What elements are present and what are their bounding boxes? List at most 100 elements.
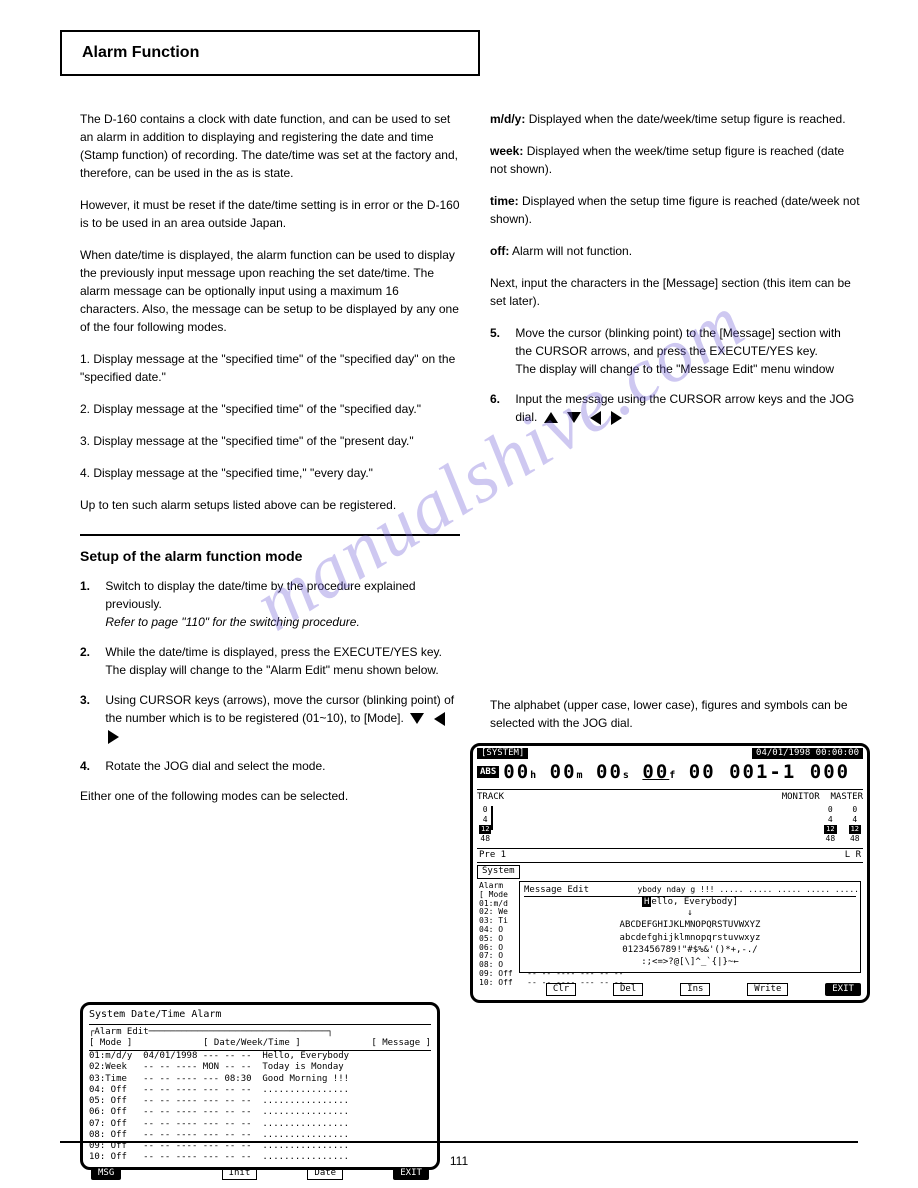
meter-0: 0	[852, 805, 857, 815]
meter-4: 4	[483, 815, 488, 825]
mode-key: time:	[490, 194, 519, 208]
edit-hint: The alphabet (upper case, lower case), f…	[490, 696, 860, 732]
page: manualshive.com Alarm Function The D-160…	[0, 0, 918, 1188]
step-hint: Refer to page "110" for the switching pr…	[105, 615, 359, 629]
alarm-mini-right: ybody nday g !!! ..... ..... ..... .....…	[637, 886, 859, 895]
lcd-system-softkeys: Clr Del Ins Write EXIT	[479, 983, 861, 996]
cursor-right-icon	[611, 411, 622, 425]
step-number: 2.	[80, 643, 102, 661]
step-body: While the date/time is displayed, press …	[105, 643, 459, 679]
track-labels: TRACK MONITOR MASTER	[477, 790, 863, 803]
step-body: Input the message using the CURSOR arrow…	[515, 390, 859, 426]
col-message: [ Message ]	[371, 1038, 431, 1049]
time-h: 00	[503, 761, 530, 783]
lcd-system-screenshot: [SYSTEM] 04/01/1998 00:00:00 ABS00h 00m …	[470, 743, 870, 1003]
meter-4: 4	[852, 815, 857, 825]
lcd-softkey-row: MSG Init Date EXIT	[89, 1167, 431, 1180]
softkey-del[interactable]: Del	[613, 983, 643, 996]
mode-val: Alarm will not function.	[512, 244, 632, 258]
meter-48: 48	[480, 834, 490, 844]
after-modes: Next, input the characters in the [Messa…	[490, 274, 860, 310]
lcd-alarm-header: System Date/Time Alarm	[89, 1009, 431, 1022]
level-meters: 0 4 12 48 0 4 12 48 0 4 12 48	[477, 803, 863, 848]
intro-paragraph: When date/time is displayed, the alarm f…	[80, 246, 460, 336]
track-label: TRACK	[477, 792, 504, 803]
softkey-exit[interactable]: EXIT	[393, 1167, 429, 1180]
meter-48: 48	[850, 834, 860, 844]
mode-desc: time: Displayed when the setup time figu…	[490, 192, 860, 228]
softkey-msg[interactable]: MSG	[91, 1167, 121, 1180]
softkey-write[interactable]: Write	[747, 983, 788, 996]
section-divider	[80, 534, 460, 536]
pre-row: Pre 1 L R	[477, 848, 863, 863]
mode-desc: week: Displayed when the week/time setup…	[490, 142, 860, 178]
step-number: 6.	[490, 390, 512, 408]
step-note: The display will change to the "Alarm Ed…	[105, 663, 438, 677]
softkey-blank	[479, 983, 509, 996]
meter-0: 0	[483, 805, 488, 815]
meter-12: 12	[849, 825, 861, 834]
lr-label: L R	[845, 850, 861, 861]
mode-key: m/d/y:	[490, 112, 525, 126]
intro-paragraph: However, it must be reset if the date/ti…	[80, 196, 460, 232]
pre-label: Pre 1	[479, 850, 506, 861]
mode-item: 3. Display message at the "specified tim…	[80, 432, 460, 450]
step-item: 4. Rotate the JOG dial and select the mo…	[80, 757, 460, 775]
time-sub: 00	[689, 761, 716, 783]
monitor-label: MONITOR	[782, 792, 820, 802]
step-number: 1.	[80, 577, 102, 595]
page-footer-rule	[60, 1141, 858, 1143]
table-row: 05: Off -- -- ---- --- -- -- ...........…	[89, 1096, 431, 1107]
time-bar: 001-1	[729, 761, 796, 783]
time-s: 00	[596, 761, 623, 783]
cursor-up-icon	[544, 412, 558, 423]
table-row: 03:Time -- -- ---- --- 08:30 Good Mornin…	[89, 1074, 431, 1085]
col-date: [ Date/Week/Time ]	[203, 1038, 301, 1049]
step-body: Switch to display the date/time by the p…	[105, 577, 459, 631]
meter-track: 0 4 12 48	[479, 805, 491, 844]
meter-4: 4	[828, 815, 833, 825]
softkey-date[interactable]: Date	[307, 1167, 343, 1180]
meter-0: 0	[828, 805, 833, 815]
table-row: 02:Week -- -- ---- MON -- -- Today is Mo…	[89, 1062, 431, 1073]
table-row: 01:m/d/y 04/01/1998 --- -- -- Hello, Eve…	[89, 1051, 431, 1062]
page-number: 111	[0, 1154, 918, 1168]
table-row: 06: Off -- -- ---- --- -- -- ...........…	[89, 1107, 431, 1118]
softkey-clr[interactable]: Clr	[546, 983, 576, 996]
softkey-exit[interactable]: EXIT	[825, 983, 861, 996]
system-timestamp: 04/01/1998 00:00:00	[752, 748, 863, 759]
system-label: System	[477, 865, 520, 878]
step-text: Switch to display the date/time by the p…	[105, 579, 415, 611]
meter-12: 12	[824, 825, 836, 834]
cursor-right-icon	[108, 730, 119, 744]
section-title: Setup of the alarm function mode	[80, 546, 460, 567]
time-beat: 000	[810, 761, 850, 783]
lcd-alarm-columns: [ Mode ] [ Date/Week/Time ] [ Message ]	[89, 1038, 431, 1051]
table-row: 08: Off -- -- ---- --- -- -- ...........…	[89, 1130, 431, 1141]
mode-item: 1. Display message at the "specified tim…	[80, 350, 460, 386]
mode-key: off:	[490, 244, 509, 258]
master-label: MASTER	[830, 792, 863, 802]
cursor-down-icon	[410, 713, 424, 724]
meter-12: 12	[479, 825, 491, 834]
step-text: Move the cursor (blinking point) to the …	[515, 326, 841, 358]
alarm-mini-left: Alarm [ Mode 01:m/d 02: We 03: Ti 04: O …	[479, 882, 624, 988]
step-text: Using CURSOR keys (arrows), move the cur…	[105, 693, 454, 725]
step-item: 1. Switch to display the date/time by th…	[80, 577, 460, 631]
meter-48: 48	[826, 834, 836, 844]
step-item: 5. Move the cursor (blinking point) to t…	[490, 324, 860, 378]
time-f: 00	[642, 761, 669, 783]
intro-paragraph: The D-160 contains a clock with date fun…	[80, 110, 460, 182]
table-row: 04: Off -- -- ---- --- -- -- ...........…	[89, 1085, 431, 1096]
mode-item: 2. Display message at the "specified tim…	[80, 400, 460, 418]
abs-badge: ABS	[477, 766, 499, 778]
mode-key: week:	[490, 144, 523, 158]
softkey-ins[interactable]: Ins	[680, 983, 710, 996]
step-item: 2. While the date/time is displayed, pre…	[80, 643, 460, 679]
step-text: While the date/time is displayed, press …	[105, 645, 442, 659]
softkey-init[interactable]: Init	[222, 1167, 258, 1180]
step-body: Move the cursor (blinking point) to the …	[515, 324, 859, 378]
step-body: Using CURSOR keys (arrows), move the cur…	[105, 691, 459, 745]
step-item: 3. Using CURSOR keys (arrows), move the …	[80, 691, 460, 745]
step-body: Rotate the JOG dial and select the mode.	[105, 757, 459, 775]
